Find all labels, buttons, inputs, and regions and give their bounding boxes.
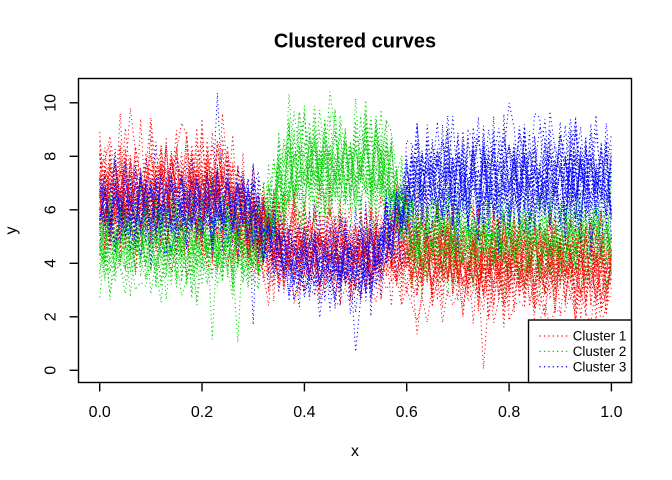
- svg-text:x: x: [351, 443, 359, 460]
- svg-text:10: 10: [43, 94, 60, 112]
- svg-text:Cluster 2: Cluster 2: [573, 344, 627, 359]
- svg-text:2: 2: [43, 312, 60, 321]
- svg-text:0.8: 0.8: [498, 404, 520, 421]
- svg-text:Cluster 3: Cluster 3: [573, 359, 627, 374]
- svg-text:0: 0: [43, 366, 60, 375]
- svg-text:0.6: 0.6: [396, 404, 418, 421]
- svg-text:0.4: 0.4: [293, 404, 315, 421]
- svg-text:1.0: 1.0: [600, 404, 622, 421]
- svg-text:8: 8: [43, 152, 60, 161]
- svg-text:0.2: 0.2: [191, 404, 213, 421]
- svg-text:0.0: 0.0: [89, 404, 111, 421]
- svg-text:6: 6: [43, 205, 60, 214]
- svg-text:4: 4: [43, 259, 60, 268]
- svg-text:y: y: [3, 227, 20, 235]
- svg-text:Cluster 1: Cluster 1: [573, 329, 627, 344]
- svg-text:Clustered curves: Clustered curves: [274, 31, 436, 53]
